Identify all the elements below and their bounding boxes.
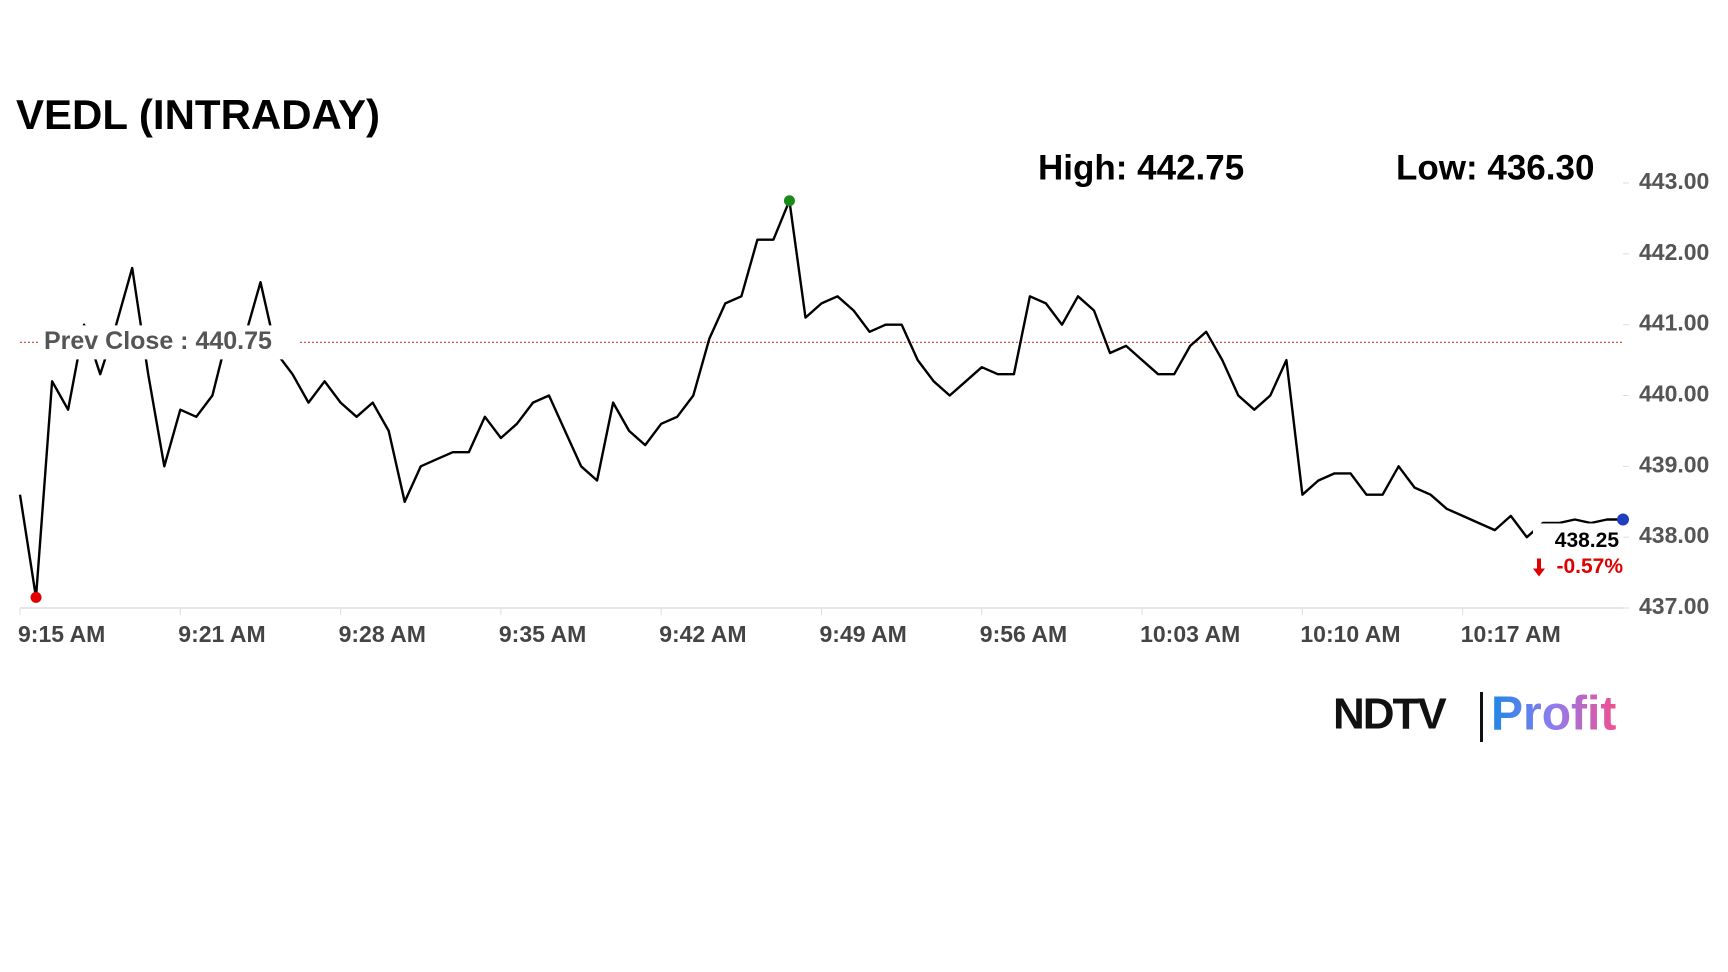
change: -0.57% (1556, 555, 1623, 578)
y-tick-label: 439.00 (1639, 451, 1709, 477)
brand-product: Profit (1491, 688, 1616, 741)
x-tick-label: 9:49 AM (820, 621, 907, 647)
x-tick-label: 10:03 AM (1140, 621, 1240, 647)
x-tick-label: 9:15 AM (18, 621, 105, 647)
high-dot (783, 195, 795, 207)
last-price: 438.25 (1555, 529, 1620, 552)
price-line (18, 199, 1623, 599)
x-tick-label: 10:17 AM (1461, 621, 1561, 647)
x-tick-label: 10:10 AM (1300, 621, 1400, 647)
x-tick-label: 9:35 AM (499, 621, 586, 647)
prev-close-label: Prev Close : 440.75 (44, 327, 272, 355)
last-label-bg (1533, 523, 1621, 580)
y-tick-label: 438.00 (1639, 522, 1709, 548)
down-arrow (1533, 558, 1545, 577)
y-tick-label: 437.00 (1639, 593, 1709, 619)
x-tick-label: 9:42 AM (659, 621, 746, 647)
low-dot (30, 591, 42, 603)
x-tick-label: 9:21 AM (178, 621, 265, 647)
x-tick-label: 9:28 AM (339, 621, 426, 647)
brand-name: NDTV (1333, 690, 1447, 739)
y-tick-label: 440.00 (1639, 381, 1709, 407)
y-tick-label: 441.00 (1639, 310, 1709, 336)
x-tick-label: 9:56 AM (980, 621, 1067, 647)
chart-title: VEDL (INTRADAY) (16, 91, 380, 138)
prev-close-bg (40, 325, 298, 360)
low-label: Low: 436.30 (1396, 148, 1594, 187)
high-label: High: 442.75 (1038, 148, 1244, 187)
last-dot (1617, 513, 1629, 526)
prev-close-group: Prev Close : 440.75 (40, 325, 298, 360)
brand-separator (1480, 692, 1483, 742)
y-tick-label: 442.00 (1639, 239, 1709, 265)
y-tick-label: 443.00 (1639, 168, 1709, 194)
